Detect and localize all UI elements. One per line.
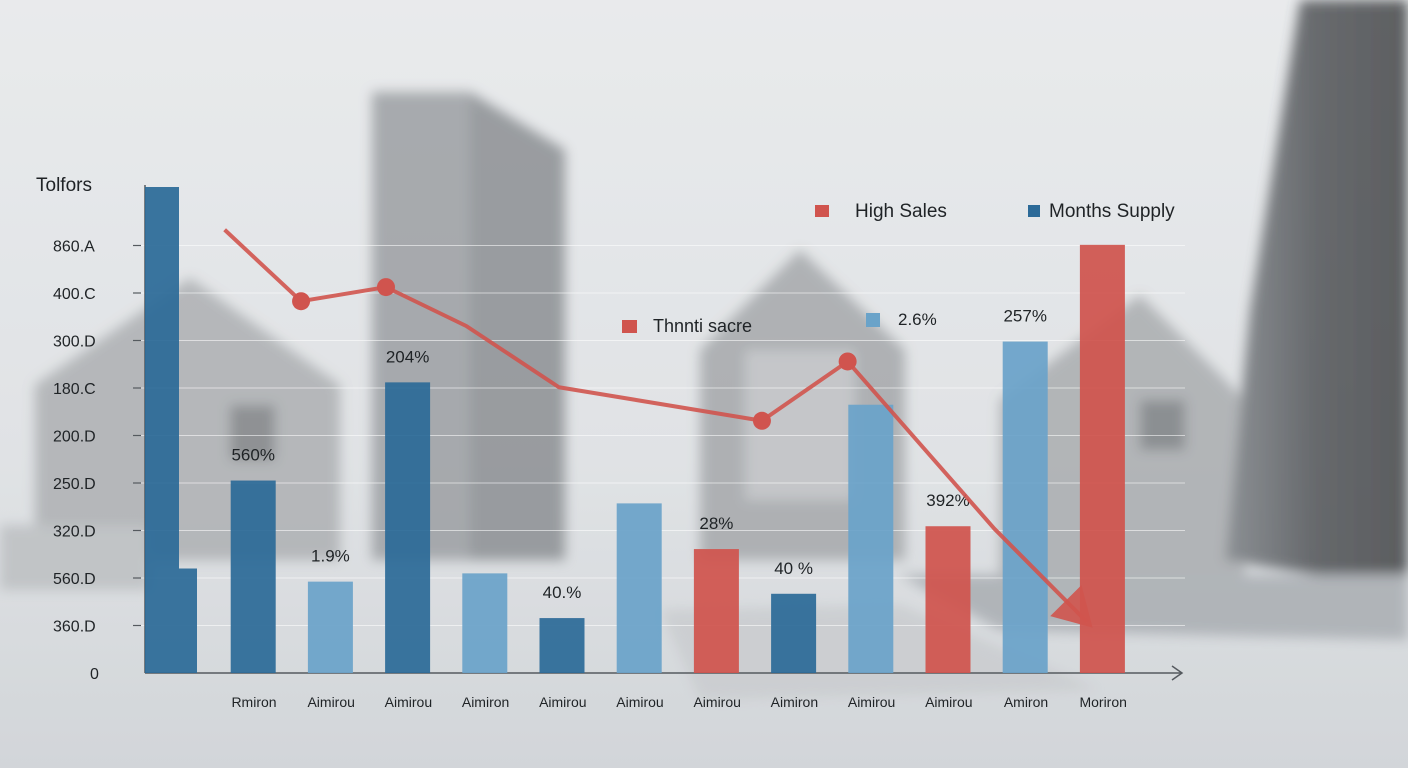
x-tick-label: Aimirou [693, 694, 740, 710]
x-tick-label: Aimirou [385, 694, 432, 710]
y-tick-label: 200.D [53, 429, 96, 446]
y-axis-ticks: 0 360.D 560.D 320.D 250.D 200.D 180.C 300.D 400.… [53, 239, 141, 683]
y-tick-label: 560.D [53, 571, 96, 588]
legend-label-months-supply: Months Supply [1049, 201, 1175, 222]
bar-value-label: 28% [699, 514, 733, 533]
bar-value-labels: 560% 1.9% 204% 40.% 40 % 257% 28% 392% [231, 307, 1046, 603]
bar [771, 593, 817, 673]
bar [145, 187, 179, 673]
legend-swatch-months-supply [1028, 205, 1040, 217]
x-tick-label: Amiron [1004, 694, 1048, 710]
bar [616, 503, 662, 673]
x-tick-label: Aimirou [925, 694, 972, 710]
bar-value-label: 40.% [543, 583, 582, 602]
x-tick-label: Aimirou [307, 694, 354, 710]
legend-swatch-annotation [866, 313, 880, 327]
x-tick-label: Aimirou [539, 694, 586, 710]
trend-line-path [223, 228, 1089, 624]
bar-value-label: 204% [386, 347, 429, 366]
y-tick-label: 180.C [53, 381, 96, 398]
bar [1002, 341, 1048, 673]
trend-line-arrowhead [1050, 585, 1093, 628]
bar [385, 382, 431, 673]
trend-line-point [292, 292, 311, 311]
legend-swatch-high-sales [815, 205, 829, 217]
bar-value-label: 1.9% [311, 547, 350, 566]
legend: High Sales Months Supply Thnnti sacre 2.… [622, 201, 1175, 336]
x-tick-label: Moriron [1079, 694, 1126, 710]
x-tick-label: Aimiron [771, 694, 818, 710]
chart-title: Tolfors [36, 175, 92, 196]
legend-label-high-sales: High Sales [855, 201, 947, 222]
trend-line-point [838, 352, 857, 371]
trend-line-point [376, 278, 395, 297]
bar [307, 581, 353, 673]
bar [230, 480, 276, 673]
bar-value-label: 40 % [774, 559, 813, 578]
x-tick-label: Aimirou [848, 694, 895, 710]
x-axis-ticks: Rmiron Aimirou Aimirou Aimiron Aimirou Aimiro… [231, 694, 1126, 710]
bar [693, 549, 739, 673]
annotation-label: 2.6% [898, 310, 937, 329]
bar [462, 573, 508, 673]
bar-value-label: 560% [231, 446, 274, 465]
x-tick-label: Rmiron [231, 694, 276, 710]
bars [145, 187, 1125, 674]
y-tick-label: 320.D [53, 524, 96, 541]
y-tick-label: 0 [90, 666, 99, 683]
bar [1079, 244, 1125, 674]
legend-swatch-line [622, 320, 637, 333]
y-tick-label: 250.D [53, 476, 96, 493]
bar-value-label: 257% [1003, 307, 1046, 326]
y-tick-label: 400.C [53, 286, 96, 303]
x-axis-arrow [1171, 665, 1184, 681]
y-tick-label: 300.D [53, 334, 96, 351]
trend-line [223, 228, 1093, 628]
bar [925, 526, 971, 673]
bar [848, 404, 894, 673]
bar [539, 618, 585, 673]
bar-value-label: 392% [926, 491, 969, 510]
bar-shoulder [179, 568, 197, 673]
x-tick-label: Aimiron [462, 694, 509, 710]
y-tick-label: 860.A [53, 239, 95, 256]
legend-label-line: Thnnti sacre [653, 316, 752, 336]
y-tick-label: 360.D [53, 619, 96, 636]
trend-line-point [752, 411, 771, 430]
x-tick-label: Aimirou [616, 694, 663, 710]
